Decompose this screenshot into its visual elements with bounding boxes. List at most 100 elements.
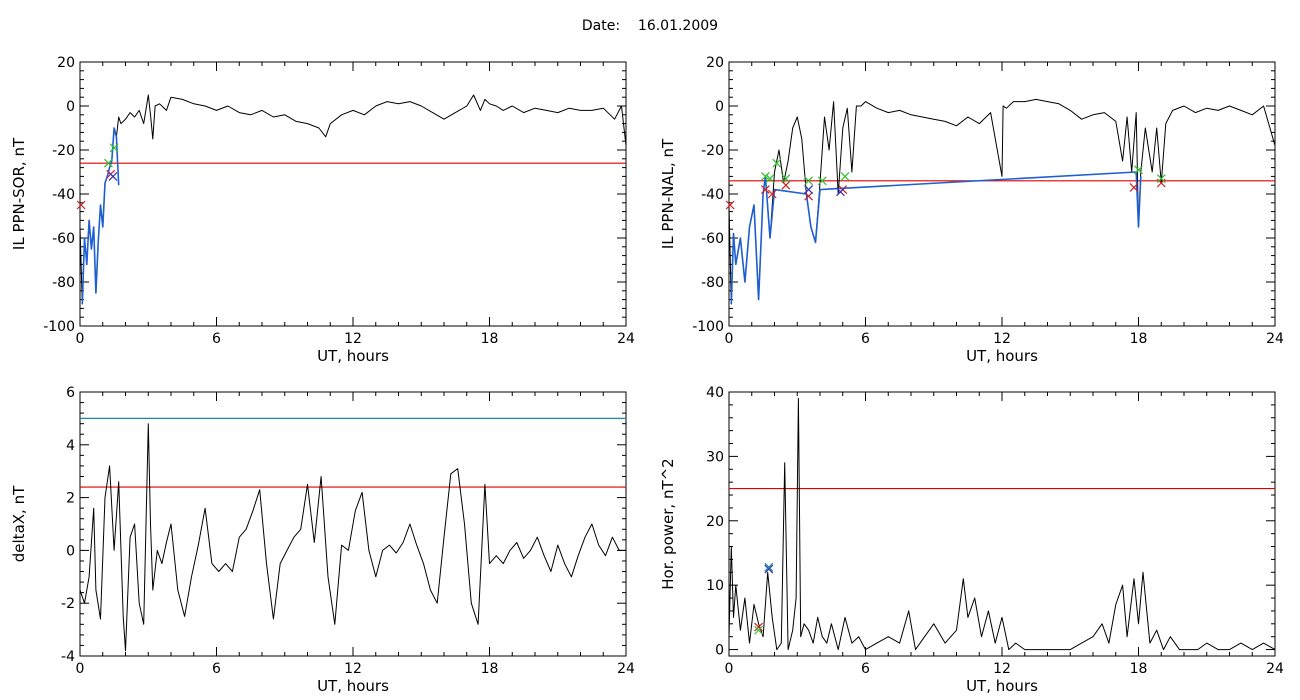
x-tick-label: 0 — [725, 331, 734, 347]
y-tick-label: 0 — [66, 543, 75, 559]
y-tick-label: -20 — [52, 143, 75, 159]
event-marker — [772, 158, 782, 168]
event-marker — [764, 562, 774, 572]
marker-stroke — [725, 200, 735, 210]
y-axis-label: IL PPN-SOR, nT — [10, 137, 28, 250]
event-marker — [804, 185, 814, 195]
marker-stroke — [76, 200, 86, 210]
event-marker — [754, 625, 763, 635]
event-marker — [1156, 178, 1166, 188]
x-tick-label: 12 — [993, 331, 1011, 347]
y-tick-label: -80 — [701, 275, 724, 291]
y-tick-label: -40 — [52, 187, 75, 203]
series-line — [728, 98, 1276, 305]
y-tick-label: 0 — [715, 99, 724, 115]
series-line — [79, 94, 627, 305]
x-tick-label: 12 — [344, 331, 362, 347]
marker-stroke — [104, 158, 113, 168]
plot-frame — [79, 61, 627, 327]
event-marker — [1156, 174, 1166, 184]
x-tick-label: 24 — [617, 331, 635, 347]
x-axis-label: UT, hours — [317, 347, 389, 365]
marker-stroke — [108, 171, 118, 181]
panel-1: 0 6 12 18 24 -100 -80 -60 -40 -20 0 20 UT, hours IL P… — [10, 55, 635, 365]
marker-stroke — [804, 185, 814, 195]
date-label: Date: — [581, 18, 621, 34]
y-tick-label: -60 — [52, 231, 75, 247]
y-tick-label: 2 — [66, 491, 75, 507]
marker-stroke — [781, 174, 791, 184]
figure-title: Date: 16.01.2009 — [0, 18, 1300, 34]
x-axis-label: UT, hours — [317, 677, 389, 695]
event-marker — [764, 564, 774, 574]
x-tick-label: 0 — [725, 661, 734, 677]
date-value: 16.01.2009 — [637, 18, 719, 34]
x-axis-label: UT, hours — [966, 347, 1038, 365]
event-marker — [1134, 165, 1143, 175]
x-tick-label: 24 — [617, 661, 635, 677]
x-tick-label: 12 — [993, 661, 1011, 677]
marker-stroke — [781, 180, 791, 190]
y-tick-label: 6 — [66, 385, 75, 401]
event-marker — [725, 200, 735, 210]
marker-stroke — [754, 622, 763, 632]
x-tick-label: 24 — [1266, 331, 1284, 347]
marker-stroke — [754, 625, 763, 635]
y-tick-label: -2 — [61, 596, 75, 612]
marker-stroke — [767, 189, 777, 199]
y-tick-label: -20 — [701, 143, 724, 159]
series-highlight-line — [81, 127, 120, 305]
x-tick-label: 18 — [1130, 661, 1148, 677]
y-tick-label: 40 — [706, 385, 724, 401]
marker-stroke — [1129, 182, 1139, 192]
event-marker — [754, 622, 763, 632]
event-marker — [104, 158, 113, 168]
y-tick-label: 20 — [706, 55, 724, 71]
y-tick-label: 0 — [715, 643, 724, 659]
marker-stroke — [1156, 178, 1166, 188]
event-marker — [760, 171, 770, 181]
y-tick-label: -80 — [52, 275, 75, 291]
event-marker — [804, 191, 814, 201]
x-tick-label: 18 — [481, 331, 499, 347]
y-tick-label: 10 — [706, 578, 724, 594]
marker-stroke — [804, 176, 814, 186]
y-tick-label: 4 — [66, 438, 75, 454]
event-marker — [840, 171, 850, 181]
y-tick-label: 20 — [57, 55, 75, 71]
x-tick-label: 6 — [861, 331, 870, 347]
x-tick-label: 18 — [481, 661, 499, 677]
event-marker — [781, 180, 791, 190]
x-axis-label: UT, hours — [966, 677, 1038, 695]
marker-stroke — [804, 191, 814, 201]
y-axis-label: deltaX, nT — [10, 485, 28, 562]
marker-stroke — [764, 564, 774, 574]
x-tick-label: 0 — [76, 661, 85, 677]
plot-frame — [728, 391, 1276, 657]
panel-2: 0 6 12 18 24 -100 -80 -60 -40 -20 0 20 UT, hours IL P… — [659, 55, 1284, 365]
event-marker — [767, 189, 777, 199]
marker-stroke — [760, 171, 770, 181]
y-tick-label: -100 — [43, 319, 75, 335]
x-tick-label: 0 — [76, 331, 85, 347]
event-marker — [108, 171, 118, 181]
marker-stroke — [817, 176, 827, 186]
x-tick-label: 6 — [861, 661, 870, 677]
series-line — [728, 397, 1276, 651]
event-marker — [817, 176, 827, 186]
event-marker — [760, 185, 770, 195]
series-line — [79, 423, 626, 652]
marker-stroke — [840, 171, 850, 181]
y-axis-label: Hor. power, nT^2 — [659, 458, 677, 589]
y-tick-label: 20 — [706, 514, 724, 530]
x-tick-label: 24 — [1266, 661, 1284, 677]
x-tick-label: 18 — [1130, 331, 1148, 347]
marker-stroke — [772, 158, 782, 168]
panel-4: 0 6 12 18 24 0 10 20 30 40 UT, hours Hor. power, nT… — [659, 385, 1284, 695]
y-tick-label: 30 — [706, 449, 724, 465]
event-marker — [836, 187, 845, 197]
series-highlight-line — [730, 171, 1142, 305]
event-marker — [765, 174, 775, 184]
